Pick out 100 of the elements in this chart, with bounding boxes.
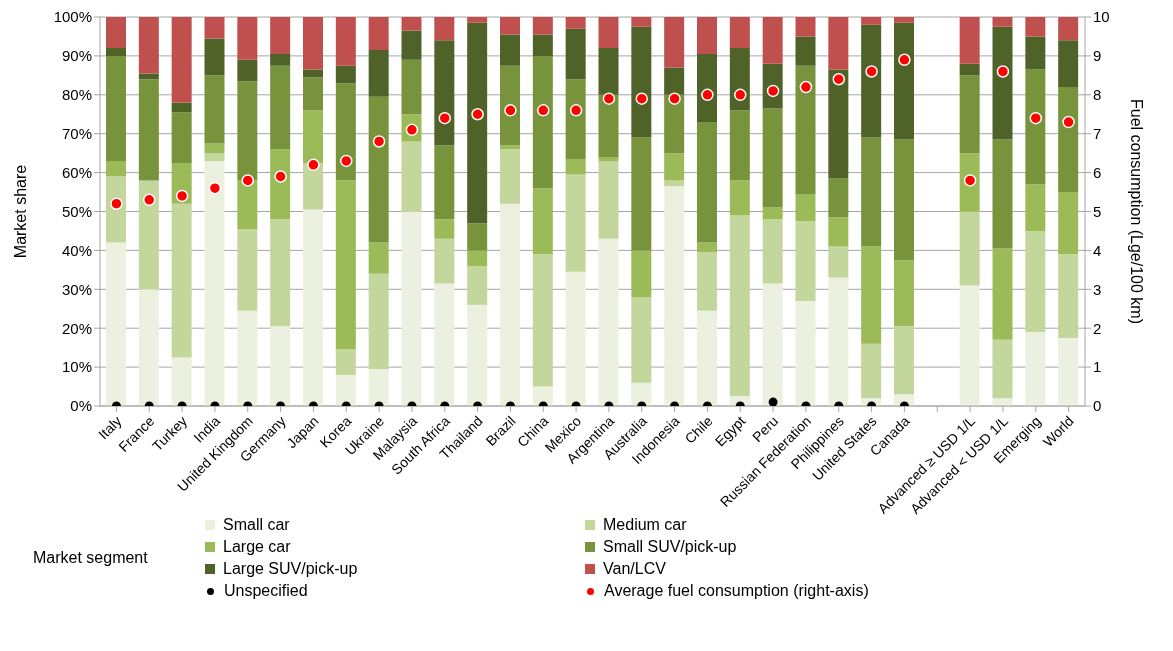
bar [828,217,849,247]
bar [598,157,619,161]
y2-tick-label: 4 [1093,241,1102,259]
bar [368,242,389,274]
y2-tick-label: 10 [1093,8,1110,26]
bar [697,310,717,406]
bar [762,283,783,406]
point [1062,115,1075,129]
legend-title: Market segment [33,549,149,567]
bar [138,17,159,74]
y-tick-label: 100% [53,8,92,26]
point [963,174,977,187]
y-tick-label: 40% [61,241,92,259]
bar [368,50,389,97]
bar [1025,69,1046,185]
y2-tick-label: 1 [1093,358,1102,376]
bar [204,17,225,39]
bar [138,73,159,80]
point [602,92,616,105]
point [569,104,583,117]
point [372,135,386,148]
bar [467,17,488,23]
bar [631,26,652,138]
bar [106,176,126,243]
bar [959,211,980,286]
point [1029,111,1042,125]
bar [992,139,1013,249]
bar [992,339,1013,399]
bar [861,246,882,344]
legend-label: Unspecified [224,582,308,600]
bar [303,162,323,210]
y-tick-label: 50% [61,202,92,220]
bar [500,65,520,146]
bar [828,246,849,278]
y2-tick-label: 3 [1093,280,1102,298]
point [898,53,911,67]
bar [335,17,356,66]
bar [565,158,586,175]
bar [664,17,685,68]
bar [664,94,685,154]
bar [532,188,553,255]
bar [565,174,586,272]
bar [795,17,816,37]
bar [565,28,586,80]
bar [861,17,882,25]
bar [861,137,882,247]
y-axis-title: Market share [11,164,29,259]
bar [204,160,225,406]
y2-tick-label: 8 [1093,86,1102,104]
bar [729,215,750,397]
bar [401,30,422,60]
point [143,193,156,207]
bar [204,75,225,144]
bar [237,180,258,230]
bar [762,207,783,220]
bar [204,153,225,161]
bar [171,112,192,163]
y2-tick-label: 2 [1093,319,1102,337]
bar [697,242,717,253]
bar [270,219,291,327]
y-tick-label: 70% [61,125,92,143]
point [241,174,254,187]
point [668,92,681,105]
y-tick-label: 0% [70,397,92,415]
bar [270,149,291,220]
bar [270,53,291,66]
y-tick-label: 30% [61,280,92,298]
bar [237,310,258,406]
bar [303,77,323,111]
bar [171,17,192,103]
bar [532,386,553,406]
bar [237,59,258,82]
bar [729,17,750,49]
bar [106,48,126,56]
point [438,111,451,125]
bar [106,242,126,406]
bar [401,141,422,212]
bar [1025,230,1046,333]
point [635,92,648,105]
bar [1058,337,1079,406]
bar [894,22,914,140]
y2-axis-title: Fuel consumption (Lge/100 km) [1128,99,1146,324]
bar [204,143,225,154]
legend-label: Small car [223,516,290,534]
bar [697,122,717,243]
bar [762,108,783,208]
bar [106,55,126,161]
bar [303,17,323,70]
y2-tick-label: 6 [1093,163,1102,181]
bar [631,297,652,383]
bar [729,48,750,111]
bar [664,153,685,181]
bar [467,223,488,251]
legend-label: Medium car [603,516,687,534]
bar [959,17,980,64]
bar [762,219,783,284]
bar [467,265,488,305]
bar [697,53,717,123]
bar [106,160,126,177]
bar [861,343,882,399]
